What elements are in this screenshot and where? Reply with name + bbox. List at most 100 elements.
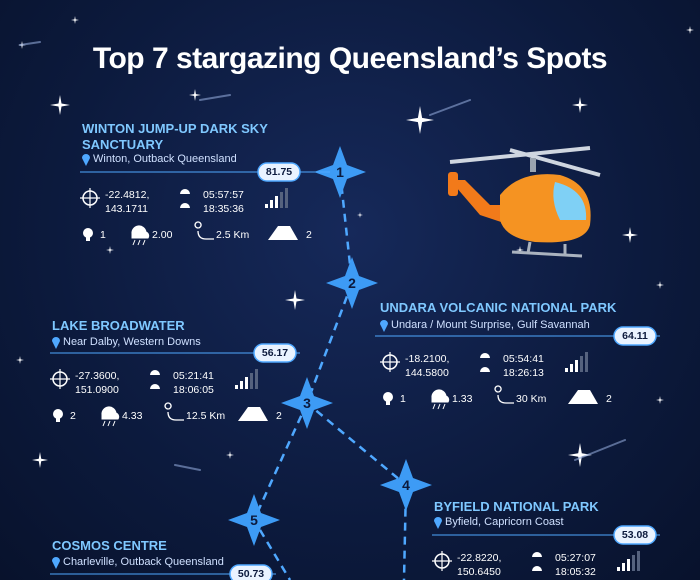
- node-star: [228, 494, 280, 546]
- signal-bar: [575, 360, 578, 372]
- pin-icon: [52, 337, 60, 349]
- star: [285, 290, 305, 310]
- star: [656, 281, 664, 289]
- rain-icon: [131, 225, 150, 246]
- node-star: [380, 459, 432, 511]
- pin-icon: [52, 557, 60, 569]
- campsites: 2: [306, 229, 312, 241]
- bulb-icon: [386, 401, 390, 405]
- route: [228, 146, 432, 580]
- signal-bar: [632, 555, 635, 571]
- light: 1: [100, 229, 106, 241]
- shooting-star: [174, 464, 201, 471]
- node-number: 1: [336, 164, 344, 180]
- score-pill: [613, 525, 657, 545]
- shooting-star: [199, 94, 231, 101]
- spot-location: Byfield, Capricorn Coast: [445, 516, 564, 528]
- spot-location: Undara / Mount Surprise, Gulf Savannah: [391, 319, 590, 331]
- campsites: 2: [606, 393, 612, 405]
- signal-bar: [275, 196, 278, 208]
- star: [622, 227, 638, 243]
- signal-bar: [255, 369, 258, 389]
- distance: 30 Km: [516, 393, 547, 405]
- pin-icon: [434, 517, 442, 529]
- tent-icon: [268, 226, 298, 240]
- star: [16, 356, 24, 364]
- latitude: -22.8220,: [457, 552, 502, 564]
- distance: 12.5 Km: [186, 410, 226, 422]
- pin-icon: [380, 320, 388, 332]
- sunset: 18:35:36: [203, 203, 244, 215]
- node-number: 5: [250, 512, 258, 528]
- star: [189, 89, 201, 101]
- pin-icon: [82, 154, 90, 166]
- tent-icon: [568, 390, 598, 404]
- route-line: [305, 171, 408, 580]
- bulb-icon: [56, 418, 60, 422]
- longitude: 150.6450: [457, 566, 501, 578]
- spot-name: COSMOS CENTRE: [52, 538, 167, 553]
- node-number: 4: [402, 477, 410, 493]
- spot-location: Winton, Outback Queensland: [93, 153, 237, 165]
- node-star: [314, 146, 366, 198]
- longitude: 143.1711: [105, 203, 149, 215]
- latitude: -22.4812,: [105, 189, 150, 201]
- star: [406, 106, 434, 134]
- sun-icon: [150, 370, 160, 389]
- latitude: -27.3600,: [75, 370, 120, 382]
- star: [568, 443, 592, 467]
- longitude: 144.5800: [405, 367, 449, 379]
- shooting-star: [19, 41, 41, 46]
- route-icon: [494, 385, 514, 404]
- shooting-star: [429, 99, 471, 116]
- node-star: [326, 257, 378, 309]
- node-number: 3: [303, 395, 311, 411]
- signal-bar: [565, 368, 568, 372]
- route-icon: [194, 221, 214, 240]
- spot-name: UNDARA VOLCANIC NATIONAL PARK: [380, 300, 617, 315]
- spot-location: Charleville, Outback Queensland: [63, 556, 224, 568]
- route-icon: [164, 402, 184, 421]
- bulb-icon: [383, 392, 393, 402]
- signal-bar: [265, 204, 268, 208]
- crosshair-icon: [432, 551, 452, 571]
- rain: 2.00: [152, 229, 173, 241]
- sunrise: 05:21:41: [173, 370, 214, 382]
- shooting-star: [574, 439, 626, 461]
- score: 50.73: [237, 568, 265, 580]
- signal-bar: [250, 373, 253, 389]
- rain-icon: [101, 406, 120, 427]
- spot-name: BYFIELD NATIONAL PARK: [434, 499, 599, 514]
- score-pill: [613, 326, 657, 346]
- signal-bar: [270, 200, 273, 208]
- helicopter: [448, 146, 601, 258]
- star: [572, 97, 588, 113]
- score: 53.08: [621, 529, 649, 541]
- crosshair-icon: [50, 369, 70, 389]
- signal-bar: [585, 352, 588, 372]
- signal-bar: [570, 364, 573, 372]
- bulb-icon: [83, 228, 93, 238]
- signal-bar: [285, 188, 288, 208]
- sunrise: 05:27:07: [555, 552, 596, 564]
- rain-icon: [431, 389, 450, 410]
- node-number: 2: [348, 275, 356, 291]
- crosshair-icon: [380, 352, 400, 372]
- signal-bar: [245, 377, 248, 389]
- tent-icon: [238, 407, 268, 421]
- star: [226, 451, 234, 459]
- signal-bar: [627, 559, 630, 571]
- signal-bar: [637, 551, 640, 571]
- signal-bar: [240, 381, 243, 389]
- signal-bar: [617, 567, 620, 571]
- bulb-icon: [86, 237, 90, 241]
- star: [106, 246, 114, 254]
- spot-name: LAKE BROADWATER: [52, 318, 185, 333]
- star: [32, 452, 48, 468]
- longitude: 151.0900: [75, 384, 119, 396]
- bulb-icon: [53, 409, 63, 419]
- spot-name: WINTON JUMP-UP DARK SKY SANCTUARY: [82, 121, 268, 152]
- rain: 1.33: [452, 393, 473, 405]
- sunrise: 05:54:41: [503, 353, 544, 365]
